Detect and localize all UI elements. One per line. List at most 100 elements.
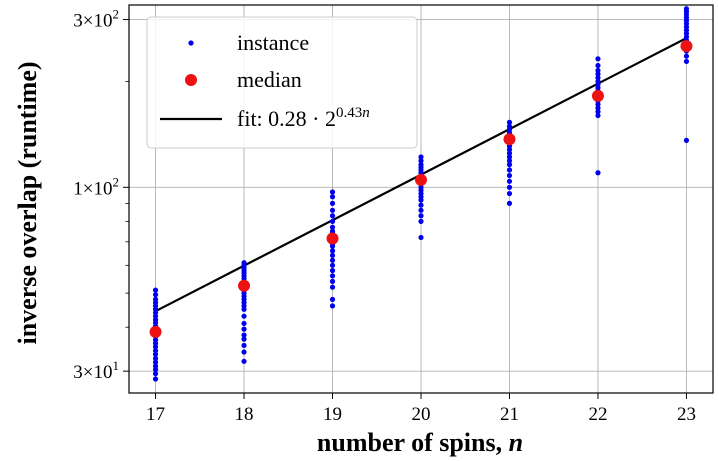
instance-point: [329, 252, 336, 259]
instance-point: [418, 213, 424, 219]
x-tick-label: 22: [588, 404, 607, 425]
x-axis-title-var: n: [509, 428, 523, 457]
instance-point: [595, 109, 601, 115]
instance-point: [595, 67, 601, 74]
instance-point: [506, 184, 513, 190]
median-point: [591, 89, 604, 102]
instance-point: [329, 267, 336, 274]
instance-point: [152, 359, 159, 365]
instance-point: [418, 158, 424, 164]
instance-point: [683, 137, 690, 143]
legend: instance median fit: 0.28 · 20.43n: [146, 16, 418, 149]
instance-point: [595, 62, 601, 69]
legend-instance-marker: [188, 40, 194, 46]
instance-point: [152, 292, 159, 298]
median-point: [503, 133, 516, 146]
instance-point: [329, 218, 336, 224]
instance-point: [241, 260, 247, 266]
y-tick-label: 3×102: [73, 7, 119, 32]
y-tick-mantissa: 3×10: [73, 362, 112, 383]
instance-point: [418, 202, 424, 208]
median-point: [680, 40, 693, 53]
legend-median-label: median: [237, 67, 302, 92]
instance-point: [506, 119, 513, 125]
median-point: [149, 325, 162, 338]
instance-point: [241, 336, 247, 342]
x-tick-label: 20: [412, 404, 431, 425]
instance-point: [595, 56, 601, 62]
y-tick-exponent: 2: [113, 7, 120, 22]
instance-point: [329, 189, 336, 195]
instance-point: [506, 158, 513, 164]
instance-point: [329, 284, 336, 290]
y-tick-mantissa: 3×10: [73, 11, 112, 32]
y-tick-exponent: 1: [113, 358, 120, 373]
y-tick-mantissa: 1×10: [73, 178, 112, 199]
x-axis-title-text: number of spins,: [317, 428, 509, 457]
instance-point: [152, 351, 159, 357]
instance-point: [418, 234, 424, 241]
instance-point: [683, 6, 690, 12]
instance-point: [329, 257, 336, 263]
instance-point: [595, 112, 601, 119]
legend-instance-label: instance: [237, 30, 309, 55]
y-tick-label: 1×102: [73, 174, 119, 199]
median-point: [326, 232, 339, 245]
instance-point: [683, 53, 690, 59]
instance-point: [241, 342, 247, 349]
x-tick-label: 18: [235, 404, 254, 425]
instance-point: [241, 332, 247, 338]
legend-fit-exp-var: n: [362, 105, 370, 121]
x-tick-label: 17: [146, 404, 165, 425]
instance-point: [506, 178, 513, 184]
legend-fit-label: fit: 0.28 · 20.43n: [237, 105, 370, 131]
instance-point: [329, 248, 336, 254]
instance-point: [152, 287, 159, 293]
instance-point: [683, 58, 690, 65]
median-points: [149, 40, 693, 338]
y-axis-title: inverse overlap (runtime): [13, 61, 42, 344]
x-tick-label: 19: [323, 404, 342, 425]
instance-point: [418, 154, 424, 160]
instance-point: [595, 75, 601, 81]
legend-fit-exp: 0.43: [336, 105, 362, 121]
instance-point: [152, 363, 159, 369]
instance-point: [329, 303, 336, 309]
x-axis-title: number of spins, n: [317, 428, 523, 457]
instance-point: [241, 326, 247, 332]
instance-point: [152, 348, 159, 354]
instance-point: [506, 200, 513, 206]
instance-point: [595, 71, 601, 77]
instance-point: [152, 376, 159, 382]
median-point: [415, 173, 427, 186]
instance-point: [595, 78, 601, 85]
instance-point: [152, 355, 159, 362]
instance-point: [241, 358, 247, 364]
instance-point: [329, 262, 336, 268]
instance-point: [152, 317, 159, 323]
x-tick-label: 23: [677, 404, 696, 425]
instance-point: [418, 162, 424, 168]
instance-point: [329, 278, 336, 284]
instance-point: [329, 207, 336, 213]
instance-point: [241, 313, 247, 319]
instance-point: [329, 228, 336, 234]
instance-point: [329, 296, 336, 302]
instance-point: [506, 123, 513, 130]
legend-median-marker: [185, 74, 197, 86]
instance-point: [152, 371, 159, 377]
instance-point: [506, 154, 513, 160]
instance-point: [329, 273, 336, 279]
instance-point: [329, 213, 336, 219]
y-tick-label: 3×101: [73, 358, 119, 383]
instance-point: [241, 320, 247, 327]
instance-point: [506, 162, 513, 168]
instance-point: [506, 172, 513, 179]
instance-point: [418, 207, 424, 213]
instance-point: [241, 349, 247, 355]
instance-point: [152, 296, 159, 302]
instance-point: [506, 167, 513, 173]
median-point: [238, 279, 251, 292]
